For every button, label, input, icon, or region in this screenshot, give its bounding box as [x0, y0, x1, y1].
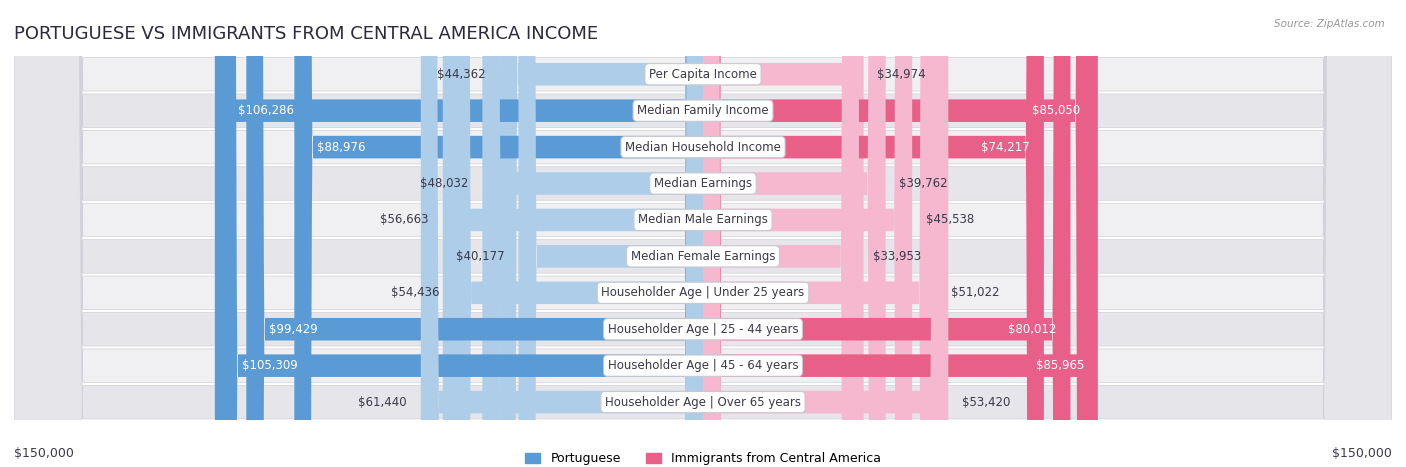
Text: Median Family Income: Median Family Income: [637, 104, 769, 117]
Text: $80,012: $80,012: [1008, 323, 1057, 336]
Text: $61,440: $61,440: [359, 396, 406, 409]
FancyBboxPatch shape: [703, 0, 1094, 467]
FancyBboxPatch shape: [14, 0, 1392, 467]
Text: $74,217: $74,217: [981, 141, 1031, 154]
FancyBboxPatch shape: [14, 0, 1392, 467]
Text: $56,663: $56,663: [381, 213, 429, 226]
Text: $40,177: $40,177: [456, 250, 505, 263]
Text: Householder Age | Over 65 years: Householder Age | Over 65 years: [605, 396, 801, 409]
Text: Median Earnings: Median Earnings: [654, 177, 752, 190]
FancyBboxPatch shape: [499, 0, 703, 467]
Text: $45,538: $45,538: [927, 213, 974, 226]
Text: Householder Age | Under 25 years: Householder Age | Under 25 years: [602, 286, 804, 299]
Text: PORTUGUESE VS IMMIGRANTS FROM CENTRAL AMERICA INCOME: PORTUGUESE VS IMMIGRANTS FROM CENTRAL AM…: [14, 25, 598, 43]
FancyBboxPatch shape: [14, 0, 1392, 467]
Text: Median Male Earnings: Median Male Earnings: [638, 213, 768, 226]
FancyBboxPatch shape: [703, 0, 938, 467]
FancyBboxPatch shape: [14, 0, 1392, 467]
FancyBboxPatch shape: [519, 0, 703, 467]
FancyBboxPatch shape: [14, 0, 1392, 467]
Text: Source: ZipAtlas.com: Source: ZipAtlas.com: [1274, 19, 1385, 28]
Text: $34,974: $34,974: [877, 68, 927, 81]
Text: $85,965: $85,965: [1036, 359, 1084, 372]
Text: $106,286: $106,286: [238, 104, 294, 117]
FancyBboxPatch shape: [420, 0, 703, 467]
Text: $51,022: $51,022: [950, 286, 1000, 299]
Text: $150,000: $150,000: [1331, 446, 1392, 460]
FancyBboxPatch shape: [703, 0, 1070, 467]
Text: Householder Age | 25 - 44 years: Householder Age | 25 - 44 years: [607, 323, 799, 336]
FancyBboxPatch shape: [703, 0, 886, 467]
FancyBboxPatch shape: [14, 0, 1392, 467]
Text: Median Household Income: Median Household Income: [626, 141, 780, 154]
Text: Householder Age | 45 - 64 years: Householder Age | 45 - 64 years: [607, 359, 799, 372]
FancyBboxPatch shape: [246, 0, 703, 467]
FancyBboxPatch shape: [14, 0, 1392, 467]
FancyBboxPatch shape: [443, 0, 703, 467]
FancyBboxPatch shape: [703, 0, 949, 467]
FancyBboxPatch shape: [14, 0, 1392, 467]
Text: $88,976: $88,976: [318, 141, 366, 154]
FancyBboxPatch shape: [703, 0, 1098, 467]
Text: Median Female Earnings: Median Female Earnings: [631, 250, 775, 263]
Text: Per Capita Income: Per Capita Income: [650, 68, 756, 81]
Text: $54,436: $54,436: [391, 286, 439, 299]
FancyBboxPatch shape: [703, 0, 863, 467]
FancyBboxPatch shape: [14, 0, 1392, 467]
Text: $48,032: $48,032: [420, 177, 468, 190]
FancyBboxPatch shape: [703, 0, 912, 467]
Legend: Portuguese, Immigrants from Central America: Portuguese, Immigrants from Central Amer…: [526, 452, 880, 465]
Text: $150,000: $150,000: [14, 446, 75, 460]
Text: $85,050: $85,050: [1032, 104, 1080, 117]
Text: $105,309: $105,309: [242, 359, 298, 372]
FancyBboxPatch shape: [703, 0, 1043, 467]
FancyBboxPatch shape: [14, 0, 1392, 467]
Text: $99,429: $99,429: [270, 323, 318, 336]
FancyBboxPatch shape: [482, 0, 703, 467]
FancyBboxPatch shape: [703, 0, 859, 467]
FancyBboxPatch shape: [453, 0, 703, 467]
Text: $33,953: $33,953: [873, 250, 921, 263]
FancyBboxPatch shape: [294, 0, 703, 467]
Text: $44,362: $44,362: [437, 68, 485, 81]
FancyBboxPatch shape: [215, 0, 703, 467]
Text: $39,762: $39,762: [900, 177, 948, 190]
Text: $53,420: $53,420: [962, 396, 1011, 409]
FancyBboxPatch shape: [219, 0, 703, 467]
